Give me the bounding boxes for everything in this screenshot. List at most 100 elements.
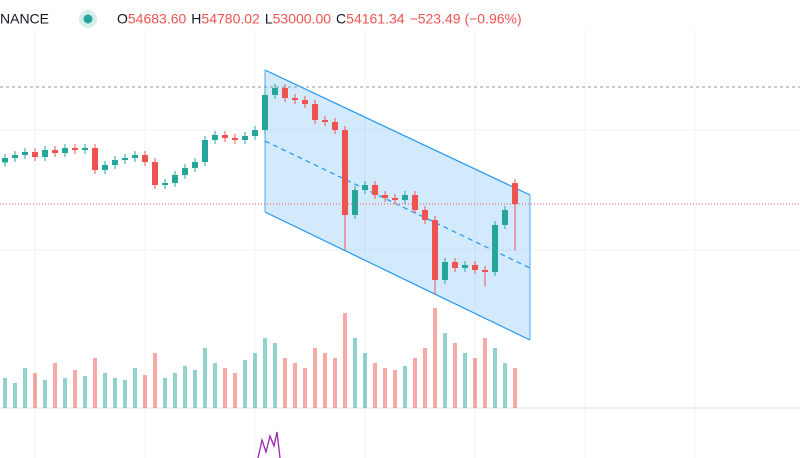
legend-label: L [265,11,273,27]
volume-bar [173,373,177,408]
candle-body [72,148,78,150]
volume-bar [363,353,367,408]
candle-body [182,168,188,175]
volume-bar [403,366,407,408]
volume-bar [123,380,127,408]
candle-body [302,100,308,104]
candle-body [272,88,278,95]
volume-bar [423,348,427,408]
volume-bar [373,363,377,408]
volume-bar [383,368,387,408]
volume-bar [163,378,167,408]
candle-body [92,148,98,170]
channel-mid [264,140,531,269]
candle-body [142,155,148,162]
header: NANCE O 54683.60 H 54780.02 L 53000.00 C 54161.… [0,10,522,28]
candle-body [312,104,318,120]
candle-body [482,270,488,272]
volume-bar [153,353,157,408]
volume-bar [503,363,507,408]
candle-body [82,148,88,150]
volume-bar [3,378,7,408]
volume-bar [473,358,477,408]
candle-body [112,160,118,165]
candle-body [212,135,218,140]
candle-body [192,162,198,168]
volume-bar [63,378,67,408]
volume-bar [143,375,147,408]
legend-value: 54161.34 [346,11,405,27]
volume-bar [263,338,267,408]
grid [0,30,800,458]
candle-body [122,158,128,160]
volume-bar [103,373,107,408]
candle-body [322,120,328,122]
volume-bar [93,358,97,408]
candle-body [52,150,58,153]
candle-body [342,130,348,215]
candle-body [162,183,168,185]
candles [0,84,800,295]
volume-bar [343,313,347,408]
candle-body [292,98,298,100]
candle-body [492,225,498,272]
volume-bar [413,358,417,408]
volume-bar [273,343,277,408]
candle-body [12,155,18,158]
volume-bar [433,308,437,408]
volume-bar [323,353,327,408]
volume-bar [183,366,187,408]
legend-value: 53000.00 [273,11,332,27]
candle-body [172,175,178,183]
symbol: NANCE [0,11,49,27]
volume-bar [73,370,77,408]
volume-bar [303,368,307,408]
candle-body [22,152,28,155]
candle-body [132,155,138,158]
volume-bar [203,348,207,408]
volume-bar [333,358,337,408]
volume-bar [453,343,457,408]
candle-body [202,140,208,162]
candle-body [62,148,68,153]
candle-body [242,136,248,140]
volume-bar [33,373,37,408]
volume-bar [13,383,17,408]
volume-bar [353,338,357,408]
candle-body [472,265,478,270]
legend-label: H [191,11,201,27]
volume-bar [193,370,197,408]
volume-bar [133,368,137,408]
volume-bar [513,368,517,408]
volume-bar [293,363,297,408]
candle-body [422,210,428,220]
candle-body [252,130,258,136]
volume-bar [233,373,237,408]
candle-body [32,152,38,157]
volume-bar [443,333,447,408]
candle-body [402,195,408,200]
legend-label: C [336,11,346,27]
volume-bar [43,380,47,408]
volume-bar [213,363,217,408]
candle-body [152,162,158,185]
legend-value: 54683.60 [128,11,187,27]
candle-body [442,262,448,280]
candle-body [332,122,338,130]
volume-bar [493,348,497,408]
volume-bar [253,353,257,408]
candle-body [102,165,108,170]
volume-bar [83,376,87,408]
candle-body [372,185,378,195]
volume-bar [393,370,397,408]
volume-pane [3,308,517,408]
candle-body [282,88,288,98]
volume-bar [243,360,247,408]
candle-body [412,195,418,210]
volume-bar [23,368,27,408]
legend-label: O [117,11,128,27]
volume-bar [313,348,317,408]
volume-bar [113,378,117,408]
candle-body [382,195,388,198]
